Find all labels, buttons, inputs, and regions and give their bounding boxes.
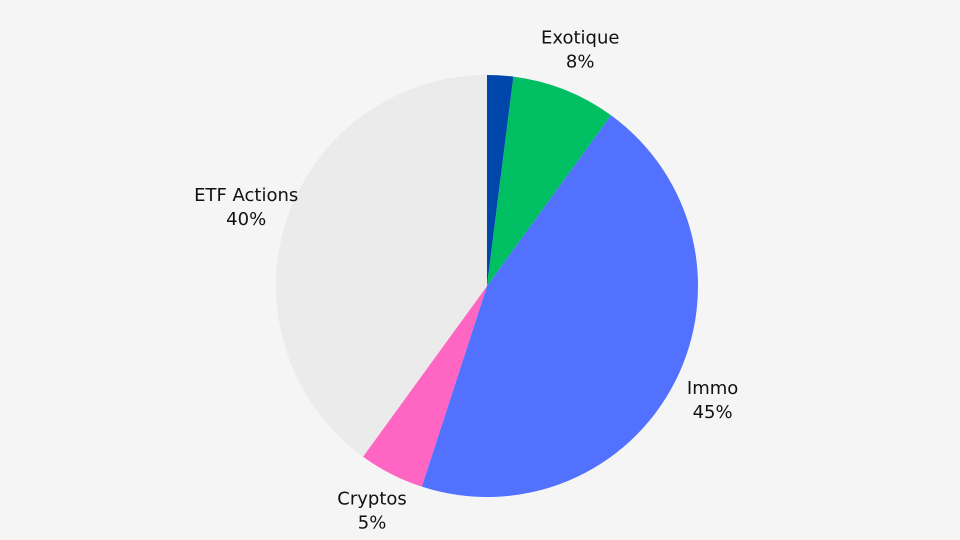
slice-label: ETF Actions (194, 185, 298, 206)
slice-label: Cryptos (337, 489, 407, 510)
slice-label: Immo (687, 378, 738, 399)
slice-label: Exotique (541, 28, 619, 49)
slice-value-label: 5% (358, 513, 387, 534)
slice-value-label: 8% (566, 52, 595, 73)
slice-value-label: 40% (226, 209, 266, 230)
pie-slice (362, 286, 487, 487)
slice-value-label: 45% (693, 402, 733, 423)
pie-slice (276, 75, 487, 457)
pie-slice (487, 76, 612, 287)
pie-slice (421, 115, 699, 498)
pie-slice (487, 75, 514, 286)
